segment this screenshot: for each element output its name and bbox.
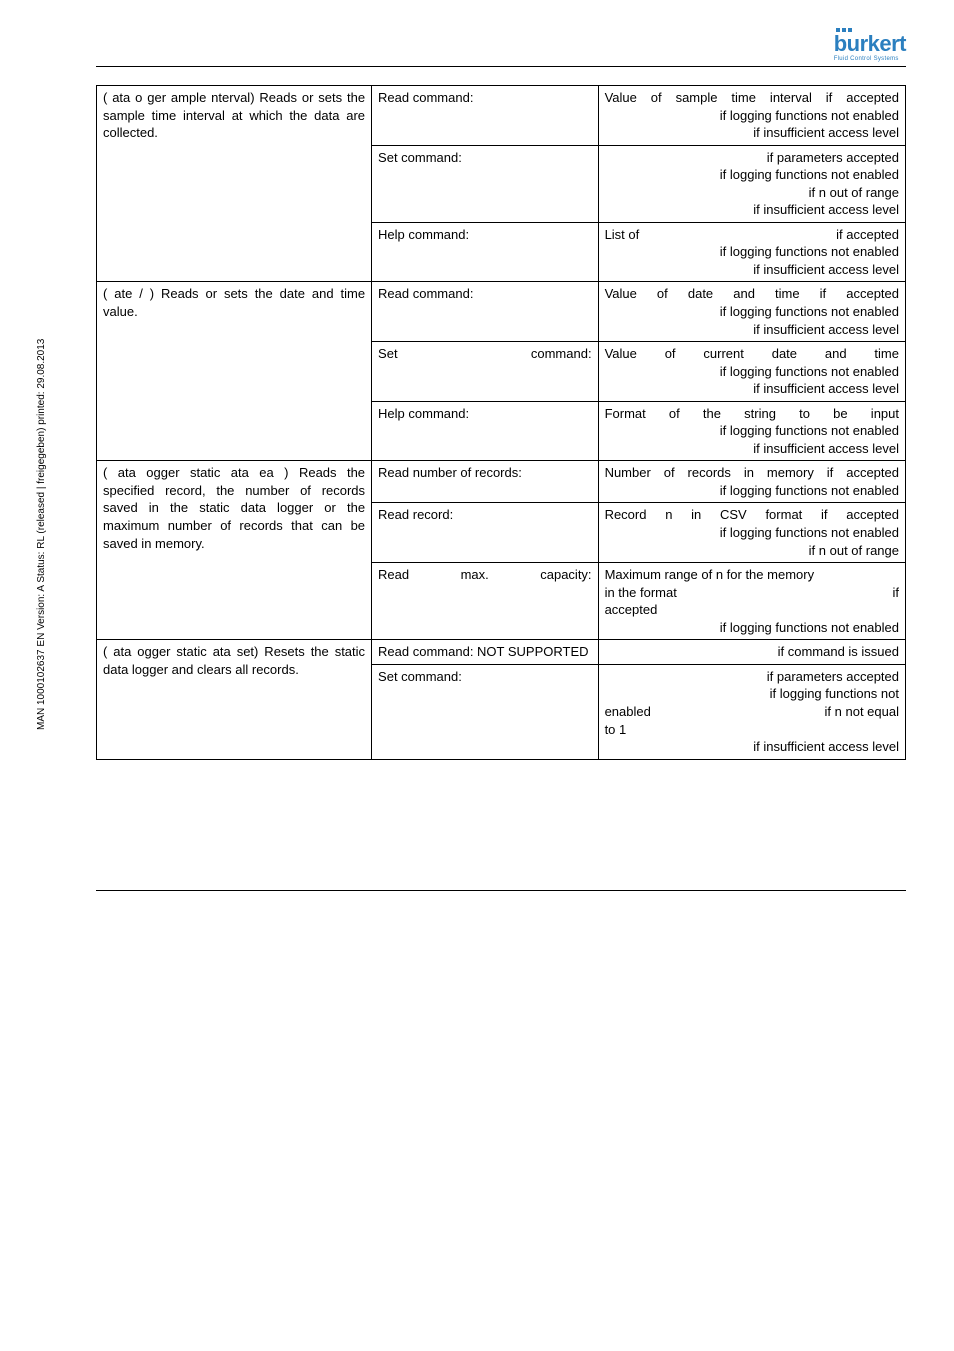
logo-tagline: Fluid Control Systems <box>834 56 899 62</box>
brand-logo: burkert Fluid Control Systems <box>834 28 906 62</box>
table-row: ( ata o ger ample nterval) Reads or sets… <box>97 86 906 146</box>
cell-command: Help command: <box>372 401 599 461</box>
cell-command: Setcommand: <box>372 342 599 402</box>
cell-command: Help command: <box>372 222 599 282</box>
table-row: ( ata ogger static ata set) Resets the s… <box>97 640 906 665</box>
cell-description: ( ata o ger ample nterval) Reads or sets… <box>97 86 372 282</box>
cell-command: Read command: <box>372 86 599 146</box>
page: MAN 1000102637 EN Version: A Status: RL … <box>0 0 954 933</box>
cell-description: ( ata ogger static ata ea ) Reads the sp… <box>97 461 372 640</box>
cell-command: Readmax.capacity: <box>372 563 599 640</box>
table-row: ( ate / ) Reads or sets the date and tim… <box>97 282 906 342</box>
cell-response: Value of date and time if acceptedif log… <box>598 282 905 342</box>
cell-response: if command is issued <box>598 640 905 665</box>
cell-response: Number of records in memory if acceptedi… <box>598 461 905 503</box>
page-footer-rule <box>96 890 906 891</box>
cell-command: Read number of records: <box>372 461 599 503</box>
table-row: ( ata ogger static ata ea ) Reads the sp… <box>97 461 906 503</box>
cell-response: List ofif acceptedif logging functions n… <box>598 222 905 282</box>
cell-description: ( ate / ) Reads or sets the date and tim… <box>97 282 372 461</box>
logo-wordmark: burkert <box>834 33 906 55</box>
cell-response: if parameters acceptedif logging functio… <box>598 145 905 222</box>
cell-command: Read record: <box>372 503 599 563</box>
side-meta-label: MAN 1000102637 EN Version: A Status: RL … <box>36 339 47 730</box>
cell-response: Format of the string to be inputif loggi… <box>598 401 905 461</box>
cell-response: Value of current date and timeif logging… <box>598 342 905 402</box>
cell-command: Set command: <box>372 664 599 759</box>
page-header: burkert Fluid Control Systems <box>96 28 906 67</box>
cell-command: Read command: NOT SUPPORTED <box>372 640 599 665</box>
cell-description: ( ata ogger static ata set) Resets the s… <box>97 640 372 759</box>
cell-response: Maximum range of n for the memoryin the … <box>598 563 905 640</box>
cell-command: Set command: <box>372 145 599 222</box>
command-table: ( ata o ger ample nterval) Reads or sets… <box>96 85 906 760</box>
cell-response: if parameters acceptedif logging functio… <box>598 664 905 759</box>
cell-response: Record n in CSV format if acceptedif log… <box>598 503 905 563</box>
cell-response: Value of sample time interval if accepte… <box>598 86 905 146</box>
cell-command: Read command: <box>372 282 599 342</box>
